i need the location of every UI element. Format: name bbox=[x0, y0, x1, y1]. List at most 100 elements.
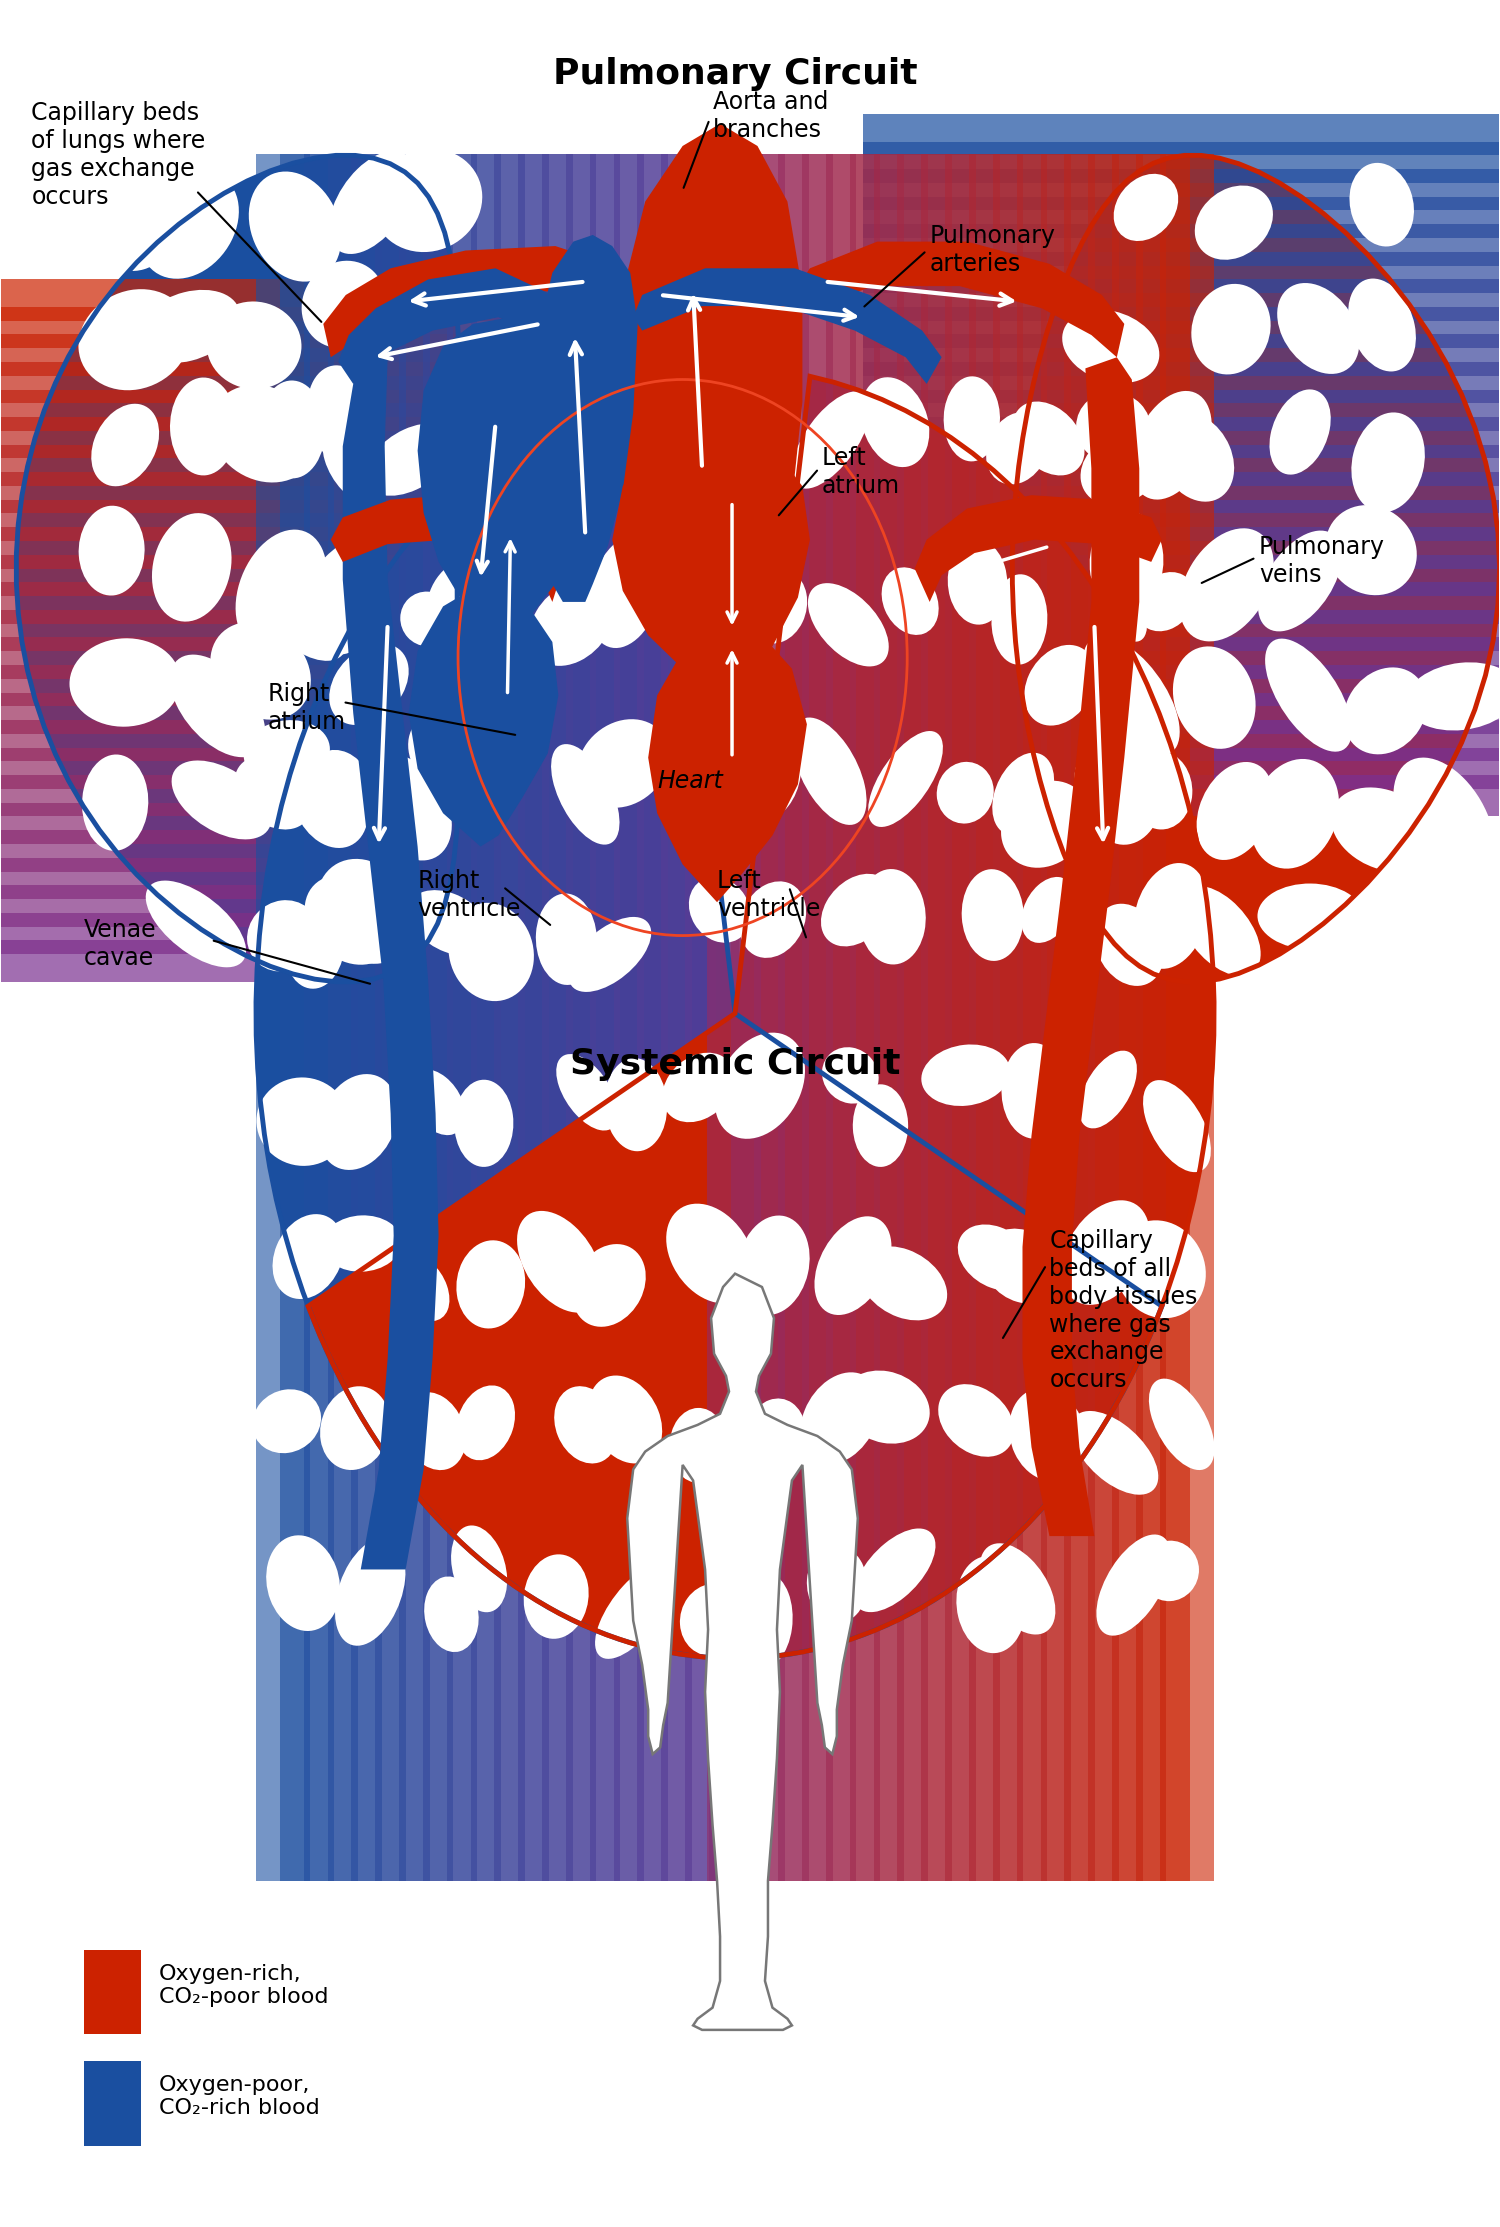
Text: Systemic Circuit: Systemic Circuit bbox=[570, 1047, 900, 1080]
Ellipse shape bbox=[1002, 1042, 1066, 1138]
Polygon shape bbox=[862, 528, 1500, 568]
Polygon shape bbox=[862, 719, 1500, 762]
Ellipse shape bbox=[308, 365, 375, 463]
Ellipse shape bbox=[309, 750, 372, 820]
Ellipse shape bbox=[938, 1385, 1014, 1456]
Ellipse shape bbox=[1191, 283, 1270, 374]
Ellipse shape bbox=[1095, 904, 1164, 987]
Ellipse shape bbox=[572, 1245, 646, 1327]
Ellipse shape bbox=[309, 555, 376, 655]
Text: Capillary beds
of lungs where
gas exchange
occurs: Capillary beds of lungs where gas exchan… bbox=[32, 102, 206, 209]
Polygon shape bbox=[0, 831, 609, 871]
FancyBboxPatch shape bbox=[84, 1951, 141, 2033]
Ellipse shape bbox=[1071, 1412, 1158, 1494]
Ellipse shape bbox=[792, 717, 867, 824]
Ellipse shape bbox=[318, 1073, 398, 1169]
Polygon shape bbox=[308, 376, 1214, 1659]
Ellipse shape bbox=[858, 869, 926, 964]
Ellipse shape bbox=[747, 570, 807, 644]
Ellipse shape bbox=[524, 1554, 588, 1639]
Polygon shape bbox=[1013, 156, 1500, 982]
Polygon shape bbox=[615, 125, 803, 624]
Ellipse shape bbox=[462, 425, 522, 506]
Polygon shape bbox=[590, 154, 644, 1882]
Polygon shape bbox=[993, 154, 1047, 1882]
Polygon shape bbox=[0, 637, 609, 679]
Ellipse shape bbox=[82, 755, 148, 851]
Polygon shape bbox=[921, 154, 975, 1882]
Ellipse shape bbox=[448, 902, 534, 1002]
Ellipse shape bbox=[842, 1370, 930, 1443]
Ellipse shape bbox=[1179, 528, 1274, 641]
Ellipse shape bbox=[536, 893, 597, 984]
Polygon shape bbox=[0, 555, 609, 597]
Ellipse shape bbox=[264, 586, 346, 661]
Ellipse shape bbox=[408, 1069, 465, 1136]
Ellipse shape bbox=[801, 1372, 879, 1465]
Ellipse shape bbox=[568, 918, 651, 991]
Ellipse shape bbox=[853, 1528, 936, 1612]
Text: Left
atrium: Left atrium bbox=[822, 445, 900, 499]
Polygon shape bbox=[495, 154, 549, 1882]
Polygon shape bbox=[1160, 154, 1214, 1882]
Polygon shape bbox=[1041, 154, 1095, 1882]
Polygon shape bbox=[0, 802, 609, 844]
Ellipse shape bbox=[1000, 782, 1089, 869]
Polygon shape bbox=[471, 154, 525, 1882]
Polygon shape bbox=[399, 154, 453, 1882]
Ellipse shape bbox=[1090, 557, 1148, 641]
Ellipse shape bbox=[948, 539, 1008, 624]
Ellipse shape bbox=[294, 534, 380, 635]
Polygon shape bbox=[1136, 154, 1190, 1882]
Polygon shape bbox=[862, 225, 1500, 265]
Ellipse shape bbox=[1089, 750, 1162, 844]
Ellipse shape bbox=[302, 261, 386, 347]
Ellipse shape bbox=[853, 1085, 907, 1167]
Ellipse shape bbox=[1149, 1379, 1215, 1470]
Ellipse shape bbox=[554, 1385, 618, 1463]
Ellipse shape bbox=[807, 1546, 867, 1623]
Polygon shape bbox=[945, 154, 999, 1882]
Polygon shape bbox=[633, 267, 942, 383]
Ellipse shape bbox=[744, 1399, 806, 1474]
Ellipse shape bbox=[1013, 401, 1084, 474]
Polygon shape bbox=[566, 154, 621, 1882]
Polygon shape bbox=[862, 416, 1500, 459]
Ellipse shape bbox=[518, 1211, 603, 1312]
Ellipse shape bbox=[1062, 310, 1160, 383]
Ellipse shape bbox=[530, 581, 614, 666]
Ellipse shape bbox=[1134, 864, 1208, 969]
Ellipse shape bbox=[207, 301, 302, 390]
Ellipse shape bbox=[868, 730, 944, 826]
Ellipse shape bbox=[170, 379, 237, 474]
Ellipse shape bbox=[454, 1080, 513, 1167]
Polygon shape bbox=[862, 775, 1500, 817]
Polygon shape bbox=[862, 114, 1500, 156]
Polygon shape bbox=[862, 445, 1500, 485]
Ellipse shape bbox=[1344, 668, 1426, 755]
Ellipse shape bbox=[688, 877, 750, 942]
Polygon shape bbox=[1017, 154, 1071, 1882]
Polygon shape bbox=[862, 334, 1500, 376]
Ellipse shape bbox=[1136, 572, 1194, 630]
Ellipse shape bbox=[1158, 412, 1234, 501]
Ellipse shape bbox=[1269, 390, 1330, 474]
Ellipse shape bbox=[1394, 757, 1496, 886]
Polygon shape bbox=[612, 423, 810, 679]
Polygon shape bbox=[0, 528, 609, 568]
Polygon shape bbox=[518, 154, 573, 1882]
Ellipse shape bbox=[882, 568, 939, 635]
Ellipse shape bbox=[1326, 506, 1418, 595]
Polygon shape bbox=[710, 154, 764, 1882]
Ellipse shape bbox=[604, 1058, 668, 1151]
Polygon shape bbox=[850, 154, 904, 1882]
Ellipse shape bbox=[456, 1385, 514, 1461]
Ellipse shape bbox=[441, 724, 510, 828]
Polygon shape bbox=[542, 154, 597, 1882]
Polygon shape bbox=[862, 363, 1500, 403]
Polygon shape bbox=[0, 445, 609, 485]
Ellipse shape bbox=[821, 873, 892, 946]
Ellipse shape bbox=[588, 534, 663, 648]
Ellipse shape bbox=[92, 167, 183, 272]
Polygon shape bbox=[862, 666, 1500, 706]
